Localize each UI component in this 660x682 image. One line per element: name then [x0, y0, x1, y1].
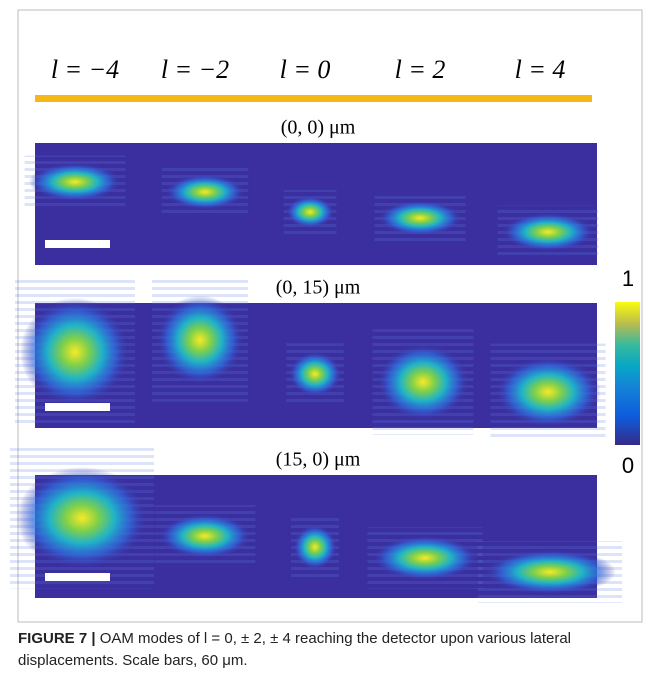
orange-bar — [35, 95, 592, 102]
caption-text: OAM modes of l = 0, ± 2, ± 4 reaching th… — [18, 630, 572, 669]
mode-label: l = 2 — [395, 55, 446, 84]
mode-label: l = −2 — [161, 55, 229, 84]
panel-title: (15, 0) μm — [276, 449, 361, 471]
panel-title: (0, 15) μm — [276, 277, 361, 299]
beam — [16, 466, 148, 570]
scale-bar — [45, 240, 110, 248]
panel-title: (0, 0) μm — [281, 117, 356, 139]
beam — [158, 513, 252, 559]
scale-bar — [45, 573, 110, 581]
mode-label: l = −4 — [51, 55, 119, 84]
colorbar-min: 0 — [622, 453, 634, 478]
beam — [28, 162, 122, 202]
beam — [156, 295, 244, 385]
beam — [484, 549, 616, 595]
mode-label: l = 0 — [280, 55, 331, 84]
mode-label: l = 4 — [515, 55, 566, 84]
colorbar-max: 1 — [622, 266, 634, 291]
colorbar — [615, 302, 640, 445]
caption: FIGURE 7 | OAM modes of l = 0, ± 2, ± 4 … — [18, 628, 642, 672]
beam — [378, 200, 462, 236]
beam — [165, 174, 245, 210]
scale-bar — [45, 403, 110, 411]
caption-label: FIGURE 7 | — [18, 630, 96, 647]
beam — [293, 524, 337, 570]
beam — [20, 297, 130, 407]
beam — [501, 212, 595, 252]
beam — [495, 356, 601, 428]
figure: 1 0 l = −4 l = −2 l = 0 l = 2 l = 4 (0, 0) μm… — [10, 9, 643, 623]
beam — [376, 343, 470, 421]
beam — [372, 535, 478, 581]
beam — [285, 196, 335, 228]
beam — [288, 351, 342, 397]
